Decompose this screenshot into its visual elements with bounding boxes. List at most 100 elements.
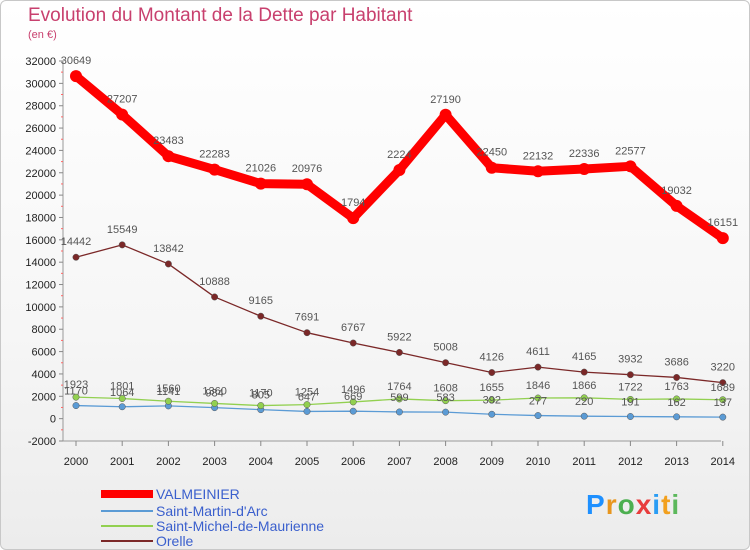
x-tick-label: 2008 <box>433 456 457 468</box>
data-label: 20976 <box>292 163 323 175</box>
data-label: 5008 <box>433 342 457 354</box>
data-point <box>719 413 727 421</box>
data-point <box>395 349 403 356</box>
data-point <box>254 177 267 190</box>
proxiti-logo: Proxiti <box>586 489 680 521</box>
data-point <box>534 412 542 420</box>
data-point <box>301 178 313 191</box>
x-tick-label: 2003 <box>202 456 226 468</box>
data-label: 220 <box>575 396 593 408</box>
data-point <box>670 199 683 212</box>
y-tick-label: 30000 <box>25 78 56 90</box>
data-label: 1170 <box>64 386 88 398</box>
data-point <box>118 403 126 411</box>
data-label: 1764 <box>387 381 411 393</box>
data-point <box>347 212 360 225</box>
data-point <box>164 260 172 268</box>
data-point <box>118 241 126 249</box>
x-tick-label: 2010 <box>526 456 550 468</box>
data-point <box>118 395 126 402</box>
data-point <box>116 108 129 121</box>
data-label: 16151 <box>708 217 739 229</box>
y-tick-label: 20000 <box>25 190 56 202</box>
data-label: 1496 <box>341 384 365 396</box>
legend-label: Orelle <box>156 533 194 549</box>
data-label: 4165 <box>572 351 596 363</box>
data-point <box>719 396 727 404</box>
x-tick-label: 2004 <box>249 456 273 468</box>
data-label: 3686 <box>664 356 688 368</box>
data-point <box>485 161 498 174</box>
y-tick-label: 22000 <box>25 168 56 180</box>
data-point <box>719 379 727 387</box>
legend-label: VALMEINIER <box>156 486 240 502</box>
data-label: 1866 <box>572 380 596 392</box>
data-label: 1655 <box>480 382 504 394</box>
y-tick-label: 24000 <box>25 145 56 157</box>
data-label: 1763 <box>664 381 688 393</box>
data-point <box>211 399 219 407</box>
y-tick-label: 16000 <box>25 235 56 247</box>
data-label: 15549 <box>107 224 138 236</box>
data-label: 4126 <box>480 352 504 364</box>
data-point <box>532 165 544 178</box>
logo-letter: i <box>652 489 662 520</box>
y-tick-label: 0 <box>50 414 56 426</box>
data-point <box>673 413 681 421</box>
data-label: 30649 <box>61 55 92 67</box>
data-point <box>716 232 729 245</box>
data-label: 9165 <box>249 295 273 307</box>
data-label: 277 <box>529 396 547 408</box>
y-tick-label: 10000 <box>25 302 56 314</box>
data-point <box>303 407 311 415</box>
data-point <box>395 395 403 403</box>
data-point <box>580 368 588 376</box>
data-label: 1689 <box>711 382 735 394</box>
data-label: 2224 <box>387 149 411 161</box>
data-labels: 30649 27207 23483 22283 21026 20976 1794 2224 27… <box>61 55 738 409</box>
y-tick-label: 14000 <box>25 257 56 269</box>
x-ticks: 2000 2001 2002 2003 2004 2005 2006 2007 2008 2009… <box>64 441 735 468</box>
data-label: 1254 <box>295 387 319 399</box>
data-label: 669 <box>344 391 362 403</box>
y-tick-label: 18000 <box>25 212 56 224</box>
y-tick-label: 26000 <box>25 123 56 135</box>
data-label: 5922 <box>387 331 411 343</box>
data-point <box>624 160 637 173</box>
data-label: 27207 <box>107 94 138 106</box>
data-label: 19032 <box>661 185 692 197</box>
data-point <box>395 408 403 416</box>
y-tick-label: 32000 <box>25 56 56 68</box>
data-point <box>257 312 265 320</box>
data-point <box>626 413 634 420</box>
chart-unit: (en €) <box>28 29 57 41</box>
data-point <box>72 393 80 401</box>
logo-letter: P <box>586 489 606 520</box>
data-point <box>349 339 357 347</box>
data-label: 13842 <box>153 243 184 255</box>
data-label: 4611 <box>526 346 550 358</box>
data-label: 1560 <box>156 383 180 395</box>
data-point <box>439 108 452 121</box>
legend-label: Saint-Martin-d'Arc <box>156 503 268 519</box>
data-point <box>70 70 82 83</box>
y-tick-label: 2000 <box>32 391 56 403</box>
data-point <box>580 394 588 402</box>
y-tick-label: -2000 <box>28 436 56 448</box>
data-label: 1794 <box>341 197 365 209</box>
data-point <box>442 359 450 367</box>
y-ticks: -2000 0 2000 4000 6000 8000 10000 12000 14000 160… <box>25 56 63 448</box>
x-tick-label: 2005 <box>295 456 319 468</box>
data-point <box>488 410 496 418</box>
data-label: 3932 <box>618 354 642 366</box>
data-label: 392 <box>483 394 501 406</box>
data-point <box>303 329 311 337</box>
data-point <box>164 397 172 405</box>
data-label: 22336 <box>569 148 600 160</box>
data-label: 1846 <box>526 380 550 392</box>
x-tick-label: 2009 <box>480 456 504 468</box>
data-point <box>72 402 80 410</box>
data-point <box>534 363 542 371</box>
data-point <box>257 402 265 410</box>
